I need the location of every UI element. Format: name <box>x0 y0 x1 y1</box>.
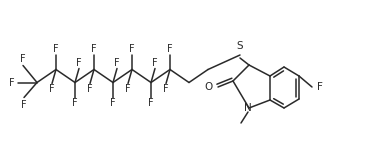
Text: F: F <box>91 44 97 53</box>
Text: F: F <box>49 85 55 94</box>
Text: F: F <box>76 58 82 68</box>
Text: F: F <box>167 44 173 53</box>
Text: F: F <box>20 54 26 64</box>
Text: F: F <box>148 98 154 109</box>
Text: F: F <box>87 85 93 94</box>
Text: F: F <box>129 44 135 53</box>
Text: F: F <box>125 85 131 94</box>
Text: F: F <box>152 58 158 68</box>
Text: F: F <box>72 98 78 109</box>
Text: F: F <box>21 99 27 110</box>
Text: F: F <box>53 44 59 53</box>
Text: F: F <box>114 58 120 68</box>
Text: F: F <box>110 98 116 109</box>
Text: O: O <box>205 82 213 92</box>
Text: S: S <box>237 41 243 51</box>
Text: F: F <box>9 77 15 87</box>
Text: F: F <box>163 85 169 94</box>
Text: F: F <box>317 82 323 92</box>
Text: N: N <box>244 103 252 113</box>
